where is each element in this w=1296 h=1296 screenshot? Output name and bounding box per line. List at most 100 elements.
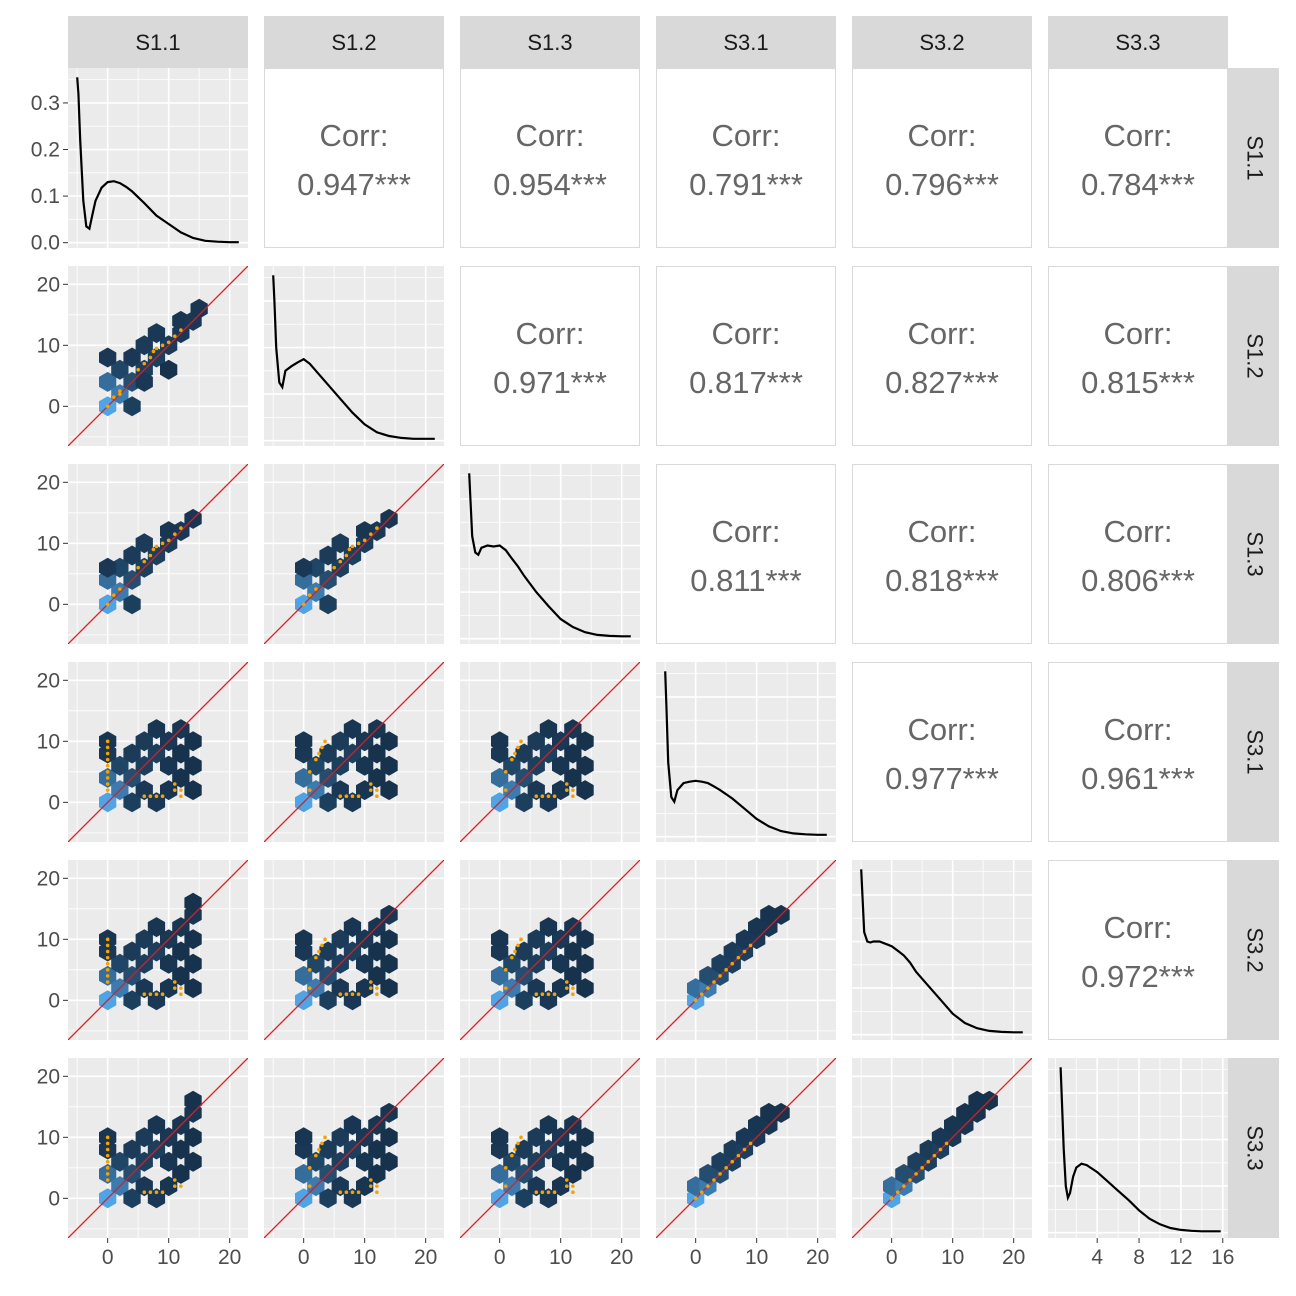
corr-label: Corr: (1104, 910, 1173, 945)
column-strip-label: S1.3 (527, 30, 572, 55)
hexbin-panel (852, 1058, 1032, 1238)
hexbin-cell (564, 767, 582, 788)
correlation-panel: Corr: 0.954*** (460, 68, 640, 248)
hexbin-cell (576, 731, 594, 752)
panel-border (656, 464, 836, 644)
highlight-point (160, 1190, 165, 1195)
highlight-point (148, 794, 153, 799)
hexbin-cell (160, 1176, 178, 1197)
highlight-point (546, 992, 551, 997)
hexbin-cell (552, 1176, 570, 1197)
identity-line (460, 662, 640, 842)
highlight-point (534, 992, 539, 997)
hexbin-cell (319, 1188, 337, 1209)
highlight-point (368, 1178, 373, 1182)
highlight-point (323, 937, 327, 942)
correlation-panel: Corr: 0.827*** (852, 266, 1032, 446)
corr-value: 0.791*** (689, 167, 803, 202)
hexbin-cell (147, 917, 166, 938)
highlight-point (317, 751, 321, 756)
highlight-point (693, 1196, 698, 1201)
hexbin-cell (295, 767, 313, 788)
y-tick-label: 0.1 (31, 185, 60, 208)
hexbin-cell (576, 1127, 594, 1148)
highlight-point (503, 986, 508, 990)
highlight-point (552, 1190, 557, 1195)
highlight-point (344, 553, 349, 558)
highlight-point (105, 943, 110, 948)
highlight-point (564, 1184, 569, 1188)
highlight-point (323, 739, 327, 744)
y-tick-label: 0.3 (31, 92, 60, 115)
highlight-point (105, 770, 110, 774)
highlight-point (105, 1141, 110, 1146)
highlight-point (552, 992, 557, 997)
hexbin-panel (264, 662, 444, 842)
hexbin-cell (123, 990, 141, 1011)
highlight-point (510, 757, 514, 762)
x-tick-label: 0 (690, 1246, 702, 1269)
strip-background (1228, 662, 1279, 842)
hexbin-cell (331, 978, 349, 999)
hexbin-cell (172, 743, 190, 764)
hexbin-cell (123, 743, 141, 764)
highlight-point (908, 1178, 912, 1182)
hexbin-cell (368, 941, 386, 962)
hexbin-cell (123, 1139, 141, 1160)
highlight-point (338, 992, 343, 997)
highlight-point (105, 974, 110, 978)
hexbin-cell (160, 755, 178, 776)
highlight-point (105, 1178, 110, 1182)
hexbin-cell (356, 755, 374, 776)
corr-label: Corr: (516, 118, 585, 153)
highlight-point (154, 346, 159, 351)
highlight-point (564, 986, 569, 990)
panel-border (852, 662, 1032, 842)
hexbin-panel (460, 662, 640, 842)
highlight-point (516, 943, 520, 948)
identity-line (264, 464, 444, 644)
highlight-point (105, 980, 110, 984)
highlight-point (932, 1153, 937, 1158)
hexbin-cell (135, 780, 153, 801)
highlight-point (307, 968, 312, 972)
hexbin-cell (184, 1127, 202, 1148)
highlight-point (118, 587, 122, 591)
x-tick-label: 8 (1133, 1246, 1145, 1269)
highlight-point (172, 782, 177, 786)
hexbin-cell (368, 965, 386, 986)
y-tick-label: 0.2 (31, 139, 60, 162)
highlight-point (564, 980, 569, 984)
panel-background (68, 68, 248, 248)
hexbin-cell (295, 731, 313, 752)
hexbin-cell (552, 780, 570, 801)
correlation-panel: Corr: 0.961*** (1048, 662, 1228, 842)
hexbin-cell (380, 731, 398, 752)
x-tick-label: 20 (1002, 1246, 1025, 1269)
hexbin-cell (380, 780, 398, 801)
highlight-point (926, 1159, 931, 1164)
corr-value: 0.954*** (493, 167, 607, 202)
x-tick-label: 20 (806, 1246, 829, 1269)
hexbin-cell (135, 371, 153, 392)
x-tick-label: 0 (494, 1246, 506, 1269)
hexbin-cell (356, 953, 374, 974)
hexbin-cell (527, 780, 545, 801)
hexbin-cell (307, 755, 325, 776)
corr-label: Corr: (320, 118, 389, 153)
identity-line (68, 266, 248, 446)
hexbin-cell (491, 767, 509, 788)
identity-line (68, 464, 248, 644)
highlight-point (179, 328, 183, 332)
highlight-point (748, 1141, 753, 1146)
hexbin-cell (380, 755, 398, 776)
y-tick-label: 20 (37, 1065, 60, 1088)
panel-border (460, 266, 640, 446)
identity-line (656, 860, 836, 1040)
column-strip-label: S3.1 (723, 30, 768, 55)
row-strip: S3.1 (1228, 662, 1279, 842)
highlight-point (142, 992, 147, 997)
hexbin-cell (503, 1151, 521, 1172)
hexbin-cell (491, 1163, 509, 1184)
hexbin-cell (135, 1176, 153, 1197)
